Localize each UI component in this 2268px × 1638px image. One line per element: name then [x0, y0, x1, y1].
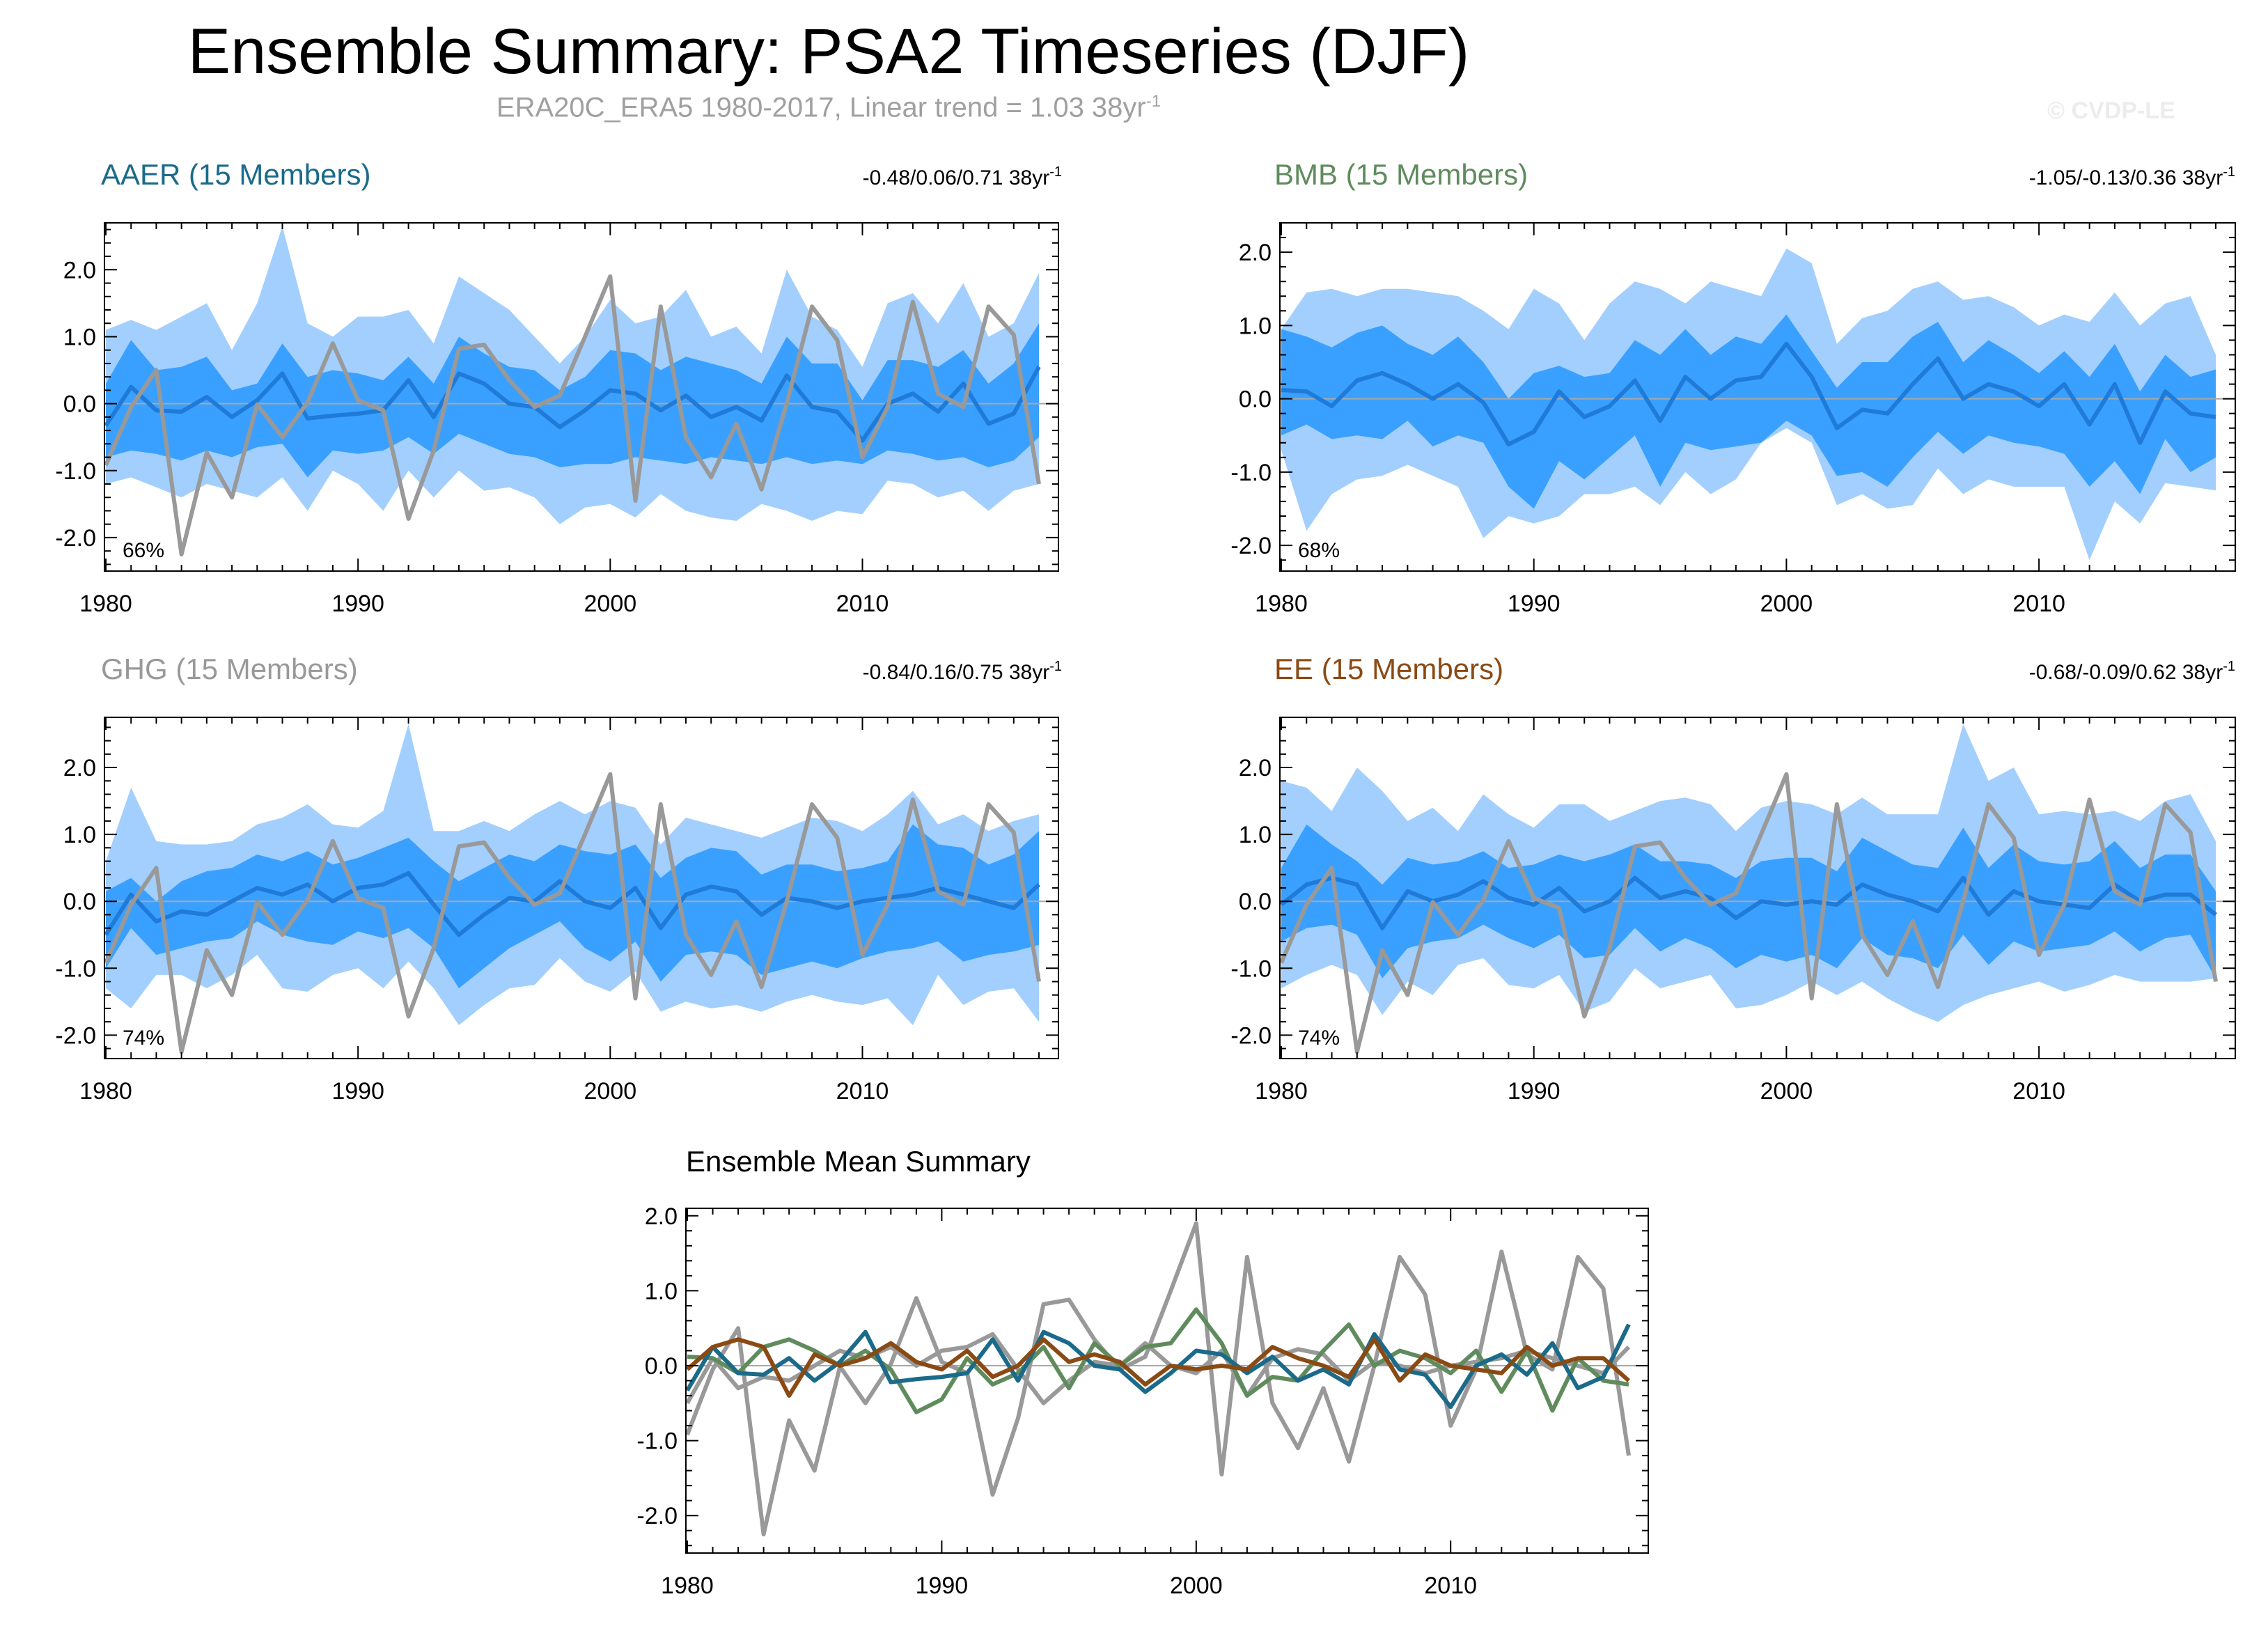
panel-title-ghg: GHG (15 Members) — [101, 653, 358, 685]
y-tick-label: -2.0 — [636, 1503, 678, 1529]
y-tick-label: 2.0 — [63, 755, 96, 781]
x-tick-label: 1990 — [331, 591, 384, 617]
ensemble-mean-line — [1280, 875, 2217, 930]
plot-frame — [1279, 222, 2236, 572]
y-tick-label: 1.0 — [1239, 822, 1272, 848]
y-tick-label: -1.0 — [1230, 956, 1272, 982]
inner-range-band — [106, 824, 1039, 989]
x-tick-label: 2000 — [1170, 1573, 1223, 1599]
panel-stats-ee: -0.68/-0.09/0.62 38yr-1 — [2029, 659, 2235, 684]
x-tick-label: 1980 — [661, 1573, 714, 1599]
panel-bmb: BMB (15 Members) -1.05/-0.13/0.36 38yr-1-… — [1230, 158, 2236, 617]
x-tick-label: 2010 — [2012, 1078, 2065, 1105]
y-tick-label: -2.0 — [55, 1022, 96, 1049]
ensemble-mean-line — [104, 871, 1041, 937]
stats-superscript: -1 — [1049, 164, 1062, 180]
y-tick-label: -1.0 — [1230, 460, 1272, 486]
figure-subtitle: ERA20C_ERA5 1980-2017, Linear trend = 1.… — [0, 92, 1657, 123]
y-tick-label: -1.0 — [636, 1428, 678, 1455]
stats-superscript: -1 — [1049, 659, 1062, 674]
panel-stats-ghg: -0.84/0.16/0.75 38yr-1 — [863, 659, 1062, 684]
x-tick-label: 1980 — [79, 591, 132, 617]
y-tick-label: 1.0 — [1239, 313, 1272, 339]
x-tick-label: 2000 — [584, 591, 637, 617]
figure-title: Ensemble Summary: PSA2 Timeseries (DJF) — [187, 16, 1470, 87]
inner-range-band — [106, 323, 1039, 478]
x-tick-label: 1980 — [79, 1078, 132, 1105]
subtitle-text: ERA20C_ERA5 1980-2017, Linear trend = 1.… — [496, 92, 1146, 123]
x-tick-label: 2000 — [1760, 1078, 1813, 1105]
series-line-aaer — [685, 1323, 1631, 1410]
y-tick-label: 0.0 — [1239, 387, 1272, 413]
y-tick-label: 1.0 — [63, 324, 96, 350]
inner-range-band — [1281, 314, 2216, 509]
y-tick-label: 2.0 — [645, 1203, 678, 1230]
series-line-ee — [686, 1337, 1630, 1398]
x-tick-label: 2010 — [1424, 1573, 1477, 1599]
y-tick-label: 2.0 — [63, 257, 96, 283]
credit-watermark: © CVDP-LE — [2047, 98, 2175, 124]
x-tick-label: 1990 — [916, 1573, 969, 1599]
series-line-ghg — [685, 1332, 1631, 1405]
panel-summary: Ensemble Mean Summary -2.0 -1.0 0.0 1.0 2.0 19… — [636, 1145, 1649, 1599]
series-line-obs — [685, 1221, 1631, 1537]
x-tick-label: 2010 — [2012, 591, 2065, 617]
panel-title-ee: EE (15 Members) — [1274, 653, 1503, 685]
x-tick-label: 2000 — [1760, 591, 1813, 617]
stats-superscript: -1 — [2223, 659, 2235, 674]
y-tick-label: 1.0 — [645, 1278, 678, 1304]
y-tick-label: -1.0 — [55, 458, 96, 485]
percent-label: 66% — [123, 539, 164, 562]
y-tick-label: 0.0 — [63, 889, 96, 915]
y-tick-label: 2.0 — [1239, 755, 1272, 781]
panel-ghg: GHG (15 Members) -0.84/0.16/0.75 38yr-1 -2… — [55, 653, 1062, 1105]
observed-line — [104, 772, 1041, 1054]
observed-line — [104, 274, 1041, 556]
x-tick-label: 1990 — [1508, 1078, 1561, 1105]
panel-stats-aaer: -0.48/0.06/0.71 38yr-1 — [863, 164, 1062, 189]
x-tick-label: 1980 — [1255, 1078, 1308, 1105]
x-tick-label: 2000 — [584, 1078, 637, 1105]
x-tick-label: 1990 — [331, 1078, 384, 1105]
stats-superscript: -1 — [2223, 164, 2235, 180]
y-tick-label: 2.0 — [1239, 240, 1272, 266]
percent-label: 74% — [123, 1027, 164, 1050]
plot-frame — [104, 222, 1059, 572]
x-tick-label: 1990 — [1508, 591, 1561, 617]
panel-title-summary: Ensemble Mean Summary — [686, 1145, 1031, 1178]
observed-line — [1279, 772, 2218, 1054]
percent-label: 74% — [1298, 1027, 1340, 1050]
x-tick-label: 2010 — [836, 591, 889, 617]
ensemble-mean-line — [104, 366, 1041, 443]
panel-ee: EE (15 Members) -0.68/-0.09/0.62 38yr-1 -2… — [1230, 653, 2236, 1105]
y-tick-label: 1.0 — [63, 822, 96, 848]
ensemble-mean-line — [1281, 341, 2216, 446]
y-tick-label: -1.0 — [55, 956, 96, 982]
y-tick-label: -2.0 — [55, 525, 96, 552]
y-tick-label: 0.0 — [645, 1353, 678, 1380]
x-tick-label: 2010 — [836, 1078, 889, 1105]
y-tick-label: -2.0 — [1230, 1022, 1272, 1049]
y-tick-label: -2.0 — [1230, 533, 1272, 559]
panel-title-bmb: BMB (15 Members) — [1274, 158, 1528, 191]
percent-label: 68% — [1298, 539, 1340, 562]
y-tick-label: 0.0 — [1239, 889, 1272, 915]
panel-stats-bmb: -1.05/-0.13/0.36 38yr-1 — [2029, 164, 2235, 189]
panel-title-aaer: AAER (15 Members) — [101, 158, 370, 191]
x-tick-label: 1980 — [1255, 591, 1308, 617]
y-tick-label: 0.0 — [63, 391, 96, 418]
subtitle-superscript: -1 — [1145, 92, 1162, 111]
panel-aaer: AAER (15 Members) -0.48/0.06/0.71 38yr-1-… — [55, 158, 1062, 617]
